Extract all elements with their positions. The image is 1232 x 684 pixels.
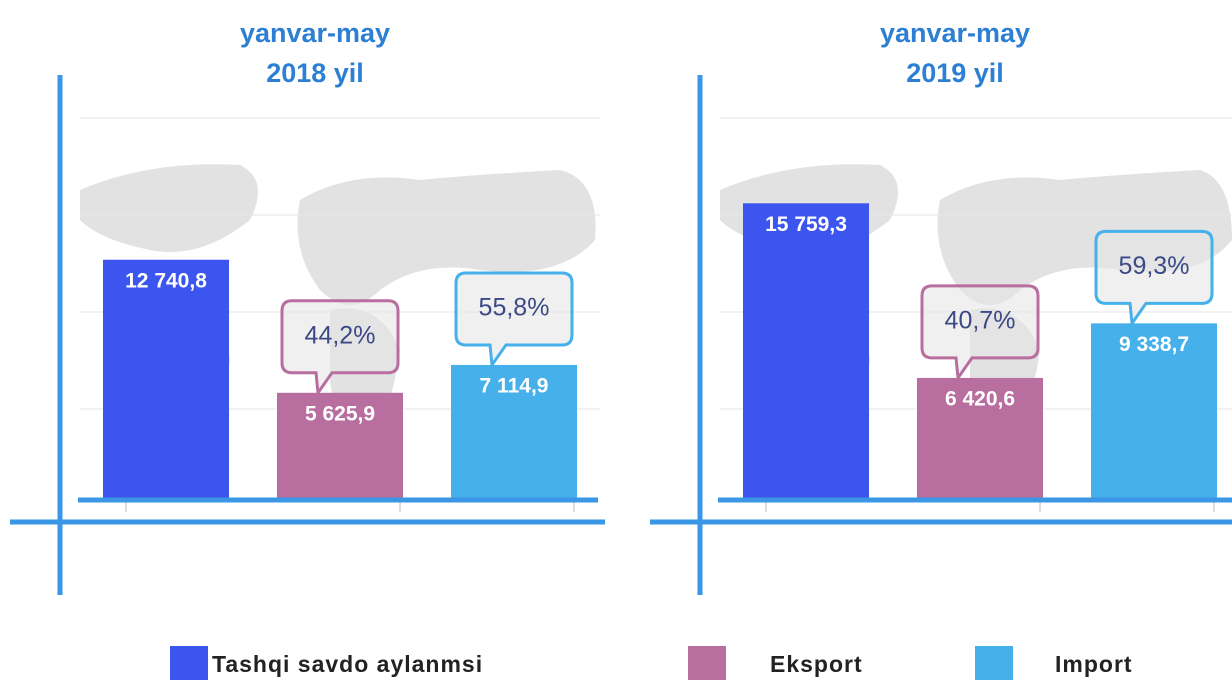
chart-title: yanvar-may: [240, 18, 390, 48]
annotation: 55,8%: [479, 294, 550, 322]
bar: [451, 364, 577, 498]
bar: [103, 259, 229, 498]
legend-label: Eksport: [770, 651, 863, 677]
value-label: 7 114,9: [480, 374, 549, 397]
legend-swatch: [975, 646, 1013, 680]
bar: [743, 203, 869, 498]
world-map: [80, 164, 1232, 470]
chart-title: yanvar-may: [880, 18, 1030, 48]
bar: [917, 377, 1043, 498]
annotation: 44,2%: [305, 321, 376, 349]
callout: [454, 271, 574, 370]
value-label: 9 338,7: [1119, 333, 1189, 356]
callout: [1094, 229, 1214, 328]
bar: [277, 392, 403, 498]
callout: [920, 284, 1040, 383]
legend-swatch: [170, 646, 208, 680]
chart-title: 2018 yil: [266, 58, 364, 88]
value-label: 12 740,8: [125, 269, 207, 292]
callout: [280, 299, 400, 397]
legend-label: Import: [1055, 651, 1133, 677]
value-label: 6 420,6: [945, 387, 1015, 410]
legend-swatch: [688, 646, 726, 680]
value-label: 5 625,9: [305, 402, 375, 425]
annotation: 40,7%: [945, 307, 1016, 335]
value-label: 15 759,3: [765, 213, 847, 236]
annotation: 59,3%: [1119, 252, 1190, 280]
legend-label: Tashqi savdo aylanmsi: [212, 651, 483, 677]
chart-title: 2019 yil: [906, 58, 1004, 88]
bar: [1091, 323, 1217, 498]
